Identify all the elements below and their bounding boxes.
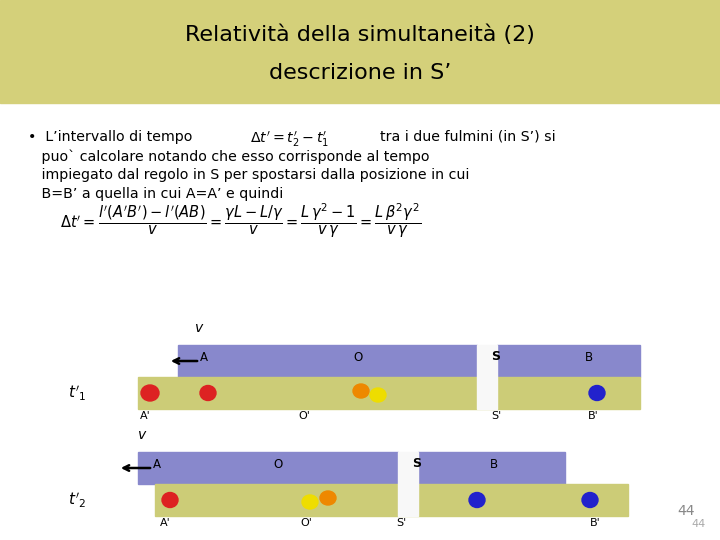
Text: O: O	[353, 351, 362, 364]
Text: B=B’ a quella in cui A=A’ e quindi: B=B’ a quella in cui A=A’ e quindi	[28, 187, 283, 201]
Bar	[477, 345, 497, 377]
Text: 44: 44	[678, 504, 695, 518]
Text: $t'_1$: $t'_1$	[68, 383, 86, 403]
Ellipse shape	[582, 492, 598, 508]
Bar	[138, 452, 398, 484]
Text: tra i due fulmini (in S’) si: tra i due fulmini (in S’) si	[380, 130, 556, 144]
Text: $\Delta t' = \dfrac{l'(A'B')-l'(AB)}{v} = \dfrac{\gamma L - L/\gamma}{v} = \dfra: $\Delta t' = \dfrac{l'(A'B')-l'(AB)}{v} …	[60, 202, 421, 240]
Text: S': S'	[491, 411, 501, 421]
Text: O': O'	[300, 518, 312, 528]
Text: S: S	[491, 350, 500, 363]
Ellipse shape	[162, 492, 178, 508]
Ellipse shape	[353, 384, 369, 398]
Text: $\Delta t'= t_2'-t_1'$: $\Delta t'= t_2'-t_1'$	[250, 130, 329, 149]
Ellipse shape	[141, 385, 159, 401]
Bar	[398, 452, 418, 484]
Bar	[155, 484, 628, 516]
Ellipse shape	[469, 492, 485, 508]
Text: A: A	[200, 351, 208, 364]
Bar	[418, 452, 565, 484]
Bar	[178, 345, 477, 377]
Text: v: v	[195, 321, 203, 335]
Text: B: B	[490, 458, 498, 471]
Ellipse shape	[370, 388, 386, 402]
Text: v: v	[138, 428, 146, 442]
Bar	[477, 377, 497, 409]
Text: O': O'	[298, 411, 310, 421]
Bar	[497, 345, 640, 377]
Text: O: O	[273, 458, 282, 471]
Text: impiegato dal regolo in S per spostarsi dalla posizione in cui: impiegato dal regolo in S per spostarsi …	[28, 168, 469, 182]
Ellipse shape	[589, 386, 605, 401]
Bar	[138, 377, 640, 409]
Ellipse shape	[302, 495, 318, 509]
Text: A': A'	[160, 518, 171, 528]
Text: Relatività della simultaneità (2): Relatività della simultaneità (2)	[185, 25, 535, 45]
Text: B': B'	[588, 411, 599, 421]
Text: B': B'	[590, 518, 600, 528]
Text: puo` calcolare notando che esso corrisponde al tempo: puo` calcolare notando che esso corrispo…	[28, 149, 430, 164]
Bar	[398, 484, 418, 516]
Text: •  L’intervallo di tempo: • L’intervallo di tempo	[28, 130, 192, 144]
Text: A: A	[153, 458, 161, 471]
Bar	[0, 0, 720, 103]
Text: $t'_2$: $t'_2$	[68, 490, 86, 510]
Text: S: S	[412, 457, 421, 470]
Text: S': S'	[396, 518, 406, 528]
Text: descrizione in S’: descrizione in S’	[269, 63, 451, 83]
Text: A': A'	[140, 411, 150, 421]
Ellipse shape	[320, 491, 336, 505]
Ellipse shape	[200, 386, 216, 401]
Text: 44: 44	[692, 519, 706, 529]
Text: B: B	[585, 351, 593, 364]
